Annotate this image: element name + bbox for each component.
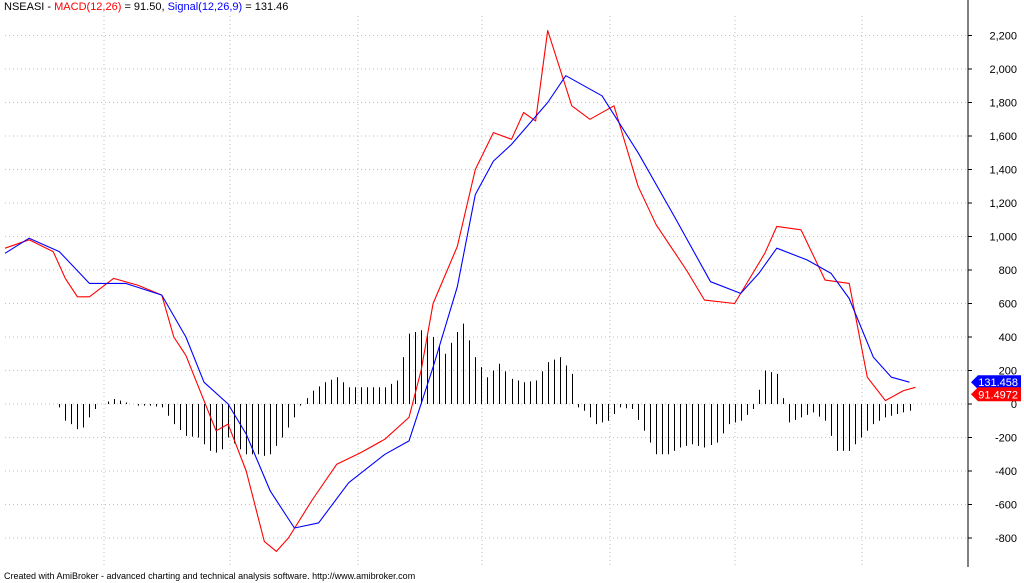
y-tick-label: 200 (999, 366, 1017, 378)
signal-legend-label: Signal(12,26,9) (167, 1, 243, 13)
histogram-series (59, 323, 911, 456)
y-tick-label: 1,600 (989, 131, 1017, 143)
value-label-box (971, 375, 1021, 390)
macd-line (4, 29, 916, 552)
macd-legend-label: MACD(12,26) (54, 1, 122, 13)
footer-credit: Created with AmiBroker - advanced charti… (4, 571, 416, 581)
signal-line (4, 75, 910, 529)
symbol-label: NSEASI (4, 1, 45, 13)
y-tick-label: 1,800 (989, 98, 1017, 110)
y-tick-label: -200 (995, 433, 1017, 445)
y-tick-label: 2,200 (989, 31, 1017, 43)
chart-title: NSEASI - MACD(12,26) = 91.50, Signal(12,… (4, 1, 288, 13)
grid (5, 16, 968, 567)
y-axis-ticks: -800 -600 -400 -200 0 200 400 600 800 1,000 1,200 1… (968, 31, 1017, 545)
y-tick-label: 0 (1011, 399, 1017, 411)
y-tick-label: 800 (999, 265, 1017, 277)
y-tick-label: 600 (999, 299, 1017, 311)
value-label: 131.458 (971, 375, 1021, 390)
y-tick-label: 2,000 (989, 64, 1017, 76)
title-separator: - (44, 1, 55, 13)
value-label-box (971, 387, 1021, 402)
y-tick-label: -800 (995, 533, 1017, 545)
line-series (4, 29, 916, 552)
y-tick-label: 1,200 (989, 198, 1017, 210)
signal-legend-value: = 131.46 (242, 1, 289, 13)
y-tick-label: 400 (999, 332, 1017, 344)
value-label: 91.4972 (971, 387, 1021, 402)
y-tick-label: 1,400 (989, 165, 1017, 177)
y-tick-label: 1,000 (989, 232, 1017, 244)
y-tick-label: -400 (995, 466, 1017, 478)
macd-legend-value: = 91.50, (121, 1, 168, 13)
value-label-text: 131.458 (978, 377, 1018, 389)
y-tick-label: -600 (995, 500, 1017, 512)
value-label-text: 91.4972 (978, 389, 1018, 401)
